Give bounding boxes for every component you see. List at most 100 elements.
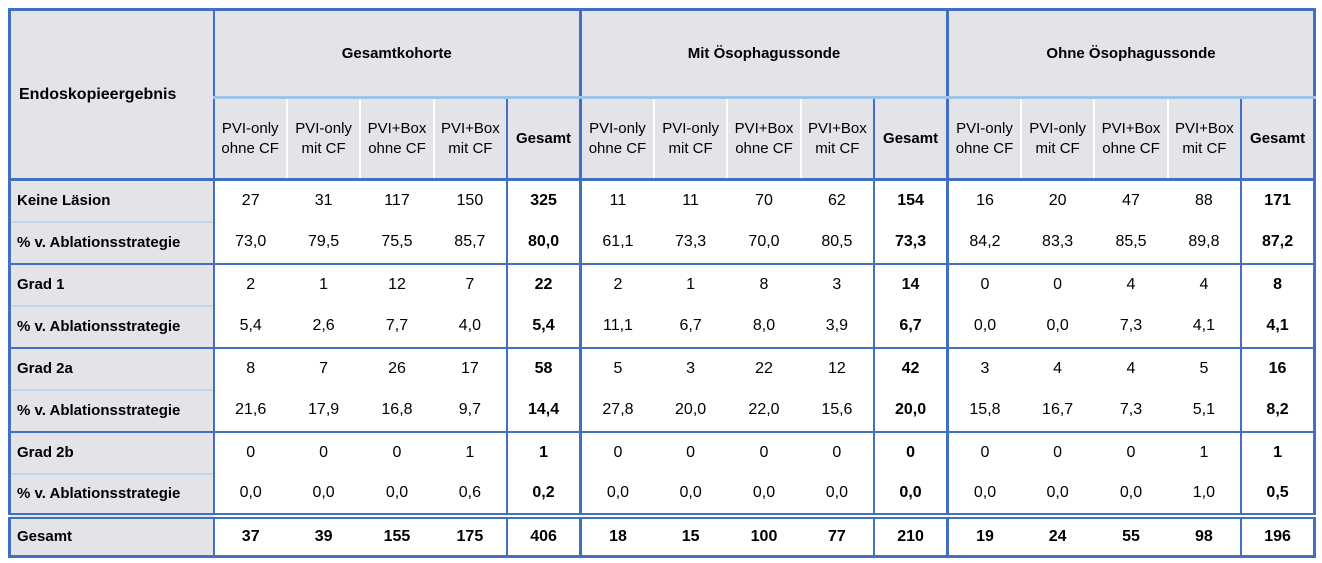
data-cell: 0,0 bbox=[946, 473, 1021, 517]
data-cell: 17 bbox=[433, 347, 508, 390]
data-cell: 0,2 bbox=[506, 473, 581, 517]
data-cell: 5 bbox=[1167, 347, 1242, 390]
data-cell: 196 bbox=[1240, 512, 1315, 557]
data-cell: 89,8 bbox=[1167, 221, 1242, 265]
data-cell: 61,1 bbox=[579, 221, 654, 265]
subheader-cell: PVI-only mit CF bbox=[652, 97, 728, 181]
subheader-cell: PVI+Box ohne CF bbox=[359, 97, 434, 181]
data-cell: 17,9 bbox=[286, 389, 361, 433]
data-cell: 80,0 bbox=[506, 221, 581, 265]
data-cell: 22 bbox=[727, 347, 801, 390]
data-cell: 4 bbox=[1094, 263, 1168, 306]
data-cell: 24 bbox=[1020, 512, 1095, 557]
data-cell: 0 bbox=[579, 431, 654, 474]
data-cell: 0,0 bbox=[653, 473, 728, 517]
data-cell: 12 bbox=[360, 263, 434, 306]
data-cell: 20 bbox=[1020, 179, 1095, 222]
data-cell: 3,9 bbox=[800, 305, 875, 349]
data-cell: 2 bbox=[579, 263, 654, 306]
data-cell: 5,4 bbox=[213, 305, 287, 349]
data-cell: 0,0 bbox=[1020, 305, 1095, 349]
data-cell: 1 bbox=[506, 431, 581, 474]
row-label: % v. Ablationsstrategie bbox=[9, 220, 215, 265]
data-cell: 5,1 bbox=[1167, 389, 1242, 433]
data-cell: 73,3 bbox=[653, 221, 728, 265]
data-cell: 0,0 bbox=[360, 473, 434, 517]
group-header-gesamtkohorte: Gesamtkohorte bbox=[213, 9, 581, 99]
data-cell: 98 bbox=[1167, 512, 1242, 557]
data-cell: 8,0 bbox=[727, 305, 801, 349]
data-cell: 0 bbox=[1020, 263, 1095, 306]
data-cell: 14 bbox=[873, 263, 948, 306]
data-cell: 0,0 bbox=[579, 473, 654, 517]
data-cell: 16,8 bbox=[360, 389, 434, 433]
data-cell: 0,6 bbox=[433, 473, 508, 517]
data-cell: 14,4 bbox=[506, 389, 581, 433]
data-cell: 7,7 bbox=[360, 305, 434, 349]
data-cell: 31 bbox=[286, 179, 361, 222]
data-cell: 11 bbox=[579, 179, 654, 222]
group-header-row: Endoskopieergebnis Gesamtkohorte Mit Öso… bbox=[9, 9, 1315, 181]
data-cell: 0 bbox=[946, 431, 1021, 474]
data-cell: 20,0 bbox=[653, 389, 728, 433]
data-cell: 85,5 bbox=[1094, 221, 1168, 265]
data-cell: 0,0 bbox=[1094, 473, 1168, 517]
data-cell: 4,1 bbox=[1240, 305, 1315, 349]
data-cell: 0,5 bbox=[1240, 473, 1315, 517]
data-cell: 62 bbox=[800, 179, 875, 222]
subheader-gesamt: Gesamt bbox=[1240, 97, 1315, 181]
data-cell: 87,2 bbox=[1240, 221, 1315, 265]
data-cell: 0 bbox=[727, 431, 801, 474]
data-cell: 0 bbox=[800, 431, 875, 474]
data-cell: 4,1 bbox=[1167, 305, 1242, 349]
data-cell: 1,0 bbox=[1167, 473, 1242, 517]
data-cell: 75,5 bbox=[360, 221, 434, 265]
data-cell: 20,0 bbox=[873, 389, 948, 433]
data-cell: 58 bbox=[506, 347, 581, 390]
subheader-cell: PVI+Box mit CF bbox=[432, 97, 508, 181]
data-cell: 0,0 bbox=[1020, 473, 1095, 517]
data-cell: 8 bbox=[1240, 263, 1315, 306]
subheader-cell: PVI-only mit CF bbox=[1019, 97, 1095, 181]
data-cell: 1 bbox=[1167, 431, 1242, 474]
data-cell: 84,2 bbox=[946, 221, 1021, 265]
sub-header-row: PVI-only ohne CF PVI-only mit CF PVI+Box o… bbox=[10, 97, 1315, 181]
data-cell: 8 bbox=[727, 263, 801, 306]
endoscopy-results-table: Endoskopieergebnis Gesamtkohorte Mit Öso… bbox=[8, 8, 1316, 558]
data-cell: 0 bbox=[1094, 431, 1168, 474]
data-cell: 19 bbox=[946, 512, 1021, 557]
data-cell: 1 bbox=[286, 263, 361, 306]
data-cell: 16,7 bbox=[1020, 389, 1095, 433]
data-cell: 155 bbox=[360, 512, 434, 557]
data-cell: 0 bbox=[946, 263, 1021, 306]
data-cell: 1 bbox=[653, 263, 728, 306]
data-cell: 1 bbox=[1240, 431, 1315, 474]
data-cell: 8,2 bbox=[1240, 389, 1315, 433]
table-row: % v. Ablationsstrategie 0,0 0,0 0,0 0,6 0,2 0,… bbox=[9, 472, 1315, 517]
group-header-mit-oesophagussonde: Mit Ösophagussonde bbox=[579, 9, 948, 99]
data-cell: 88 bbox=[1167, 179, 1242, 222]
data-cell: 85,7 bbox=[433, 221, 508, 265]
row-label: Gesamt bbox=[9, 512, 215, 557]
data-cell: 7 bbox=[433, 263, 508, 306]
data-cell: 27,8 bbox=[579, 389, 654, 433]
data-cell: 100 bbox=[727, 512, 801, 557]
data-cell: 0 bbox=[213, 431, 287, 474]
data-cell: 0 bbox=[360, 431, 434, 474]
data-cell: 0,0 bbox=[286, 473, 361, 517]
data-cell: 6,7 bbox=[873, 305, 948, 349]
data-cell: 83,3 bbox=[1020, 221, 1095, 265]
data-cell: 0 bbox=[286, 431, 361, 474]
subheader-cell: PVI+Box mit CF bbox=[1166, 97, 1242, 181]
table-row: Grad 2b 0 0 0 1 1 0 0 0 0 0 0 0 0 1 1 bbox=[9, 431, 1315, 474]
data-cell: 117 bbox=[360, 179, 434, 222]
subheader-cell: PVI-only ohne CF bbox=[946, 97, 1021, 181]
data-cell: 7 bbox=[286, 347, 361, 390]
data-cell: 1 bbox=[433, 431, 508, 474]
data-cell: 4 bbox=[1094, 347, 1168, 390]
row-label: Grad 1 bbox=[9, 263, 215, 306]
data-cell: 3 bbox=[653, 347, 728, 390]
data-cell: 26 bbox=[360, 347, 434, 390]
row-label: % v. Ablationsstrategie bbox=[9, 304, 215, 349]
